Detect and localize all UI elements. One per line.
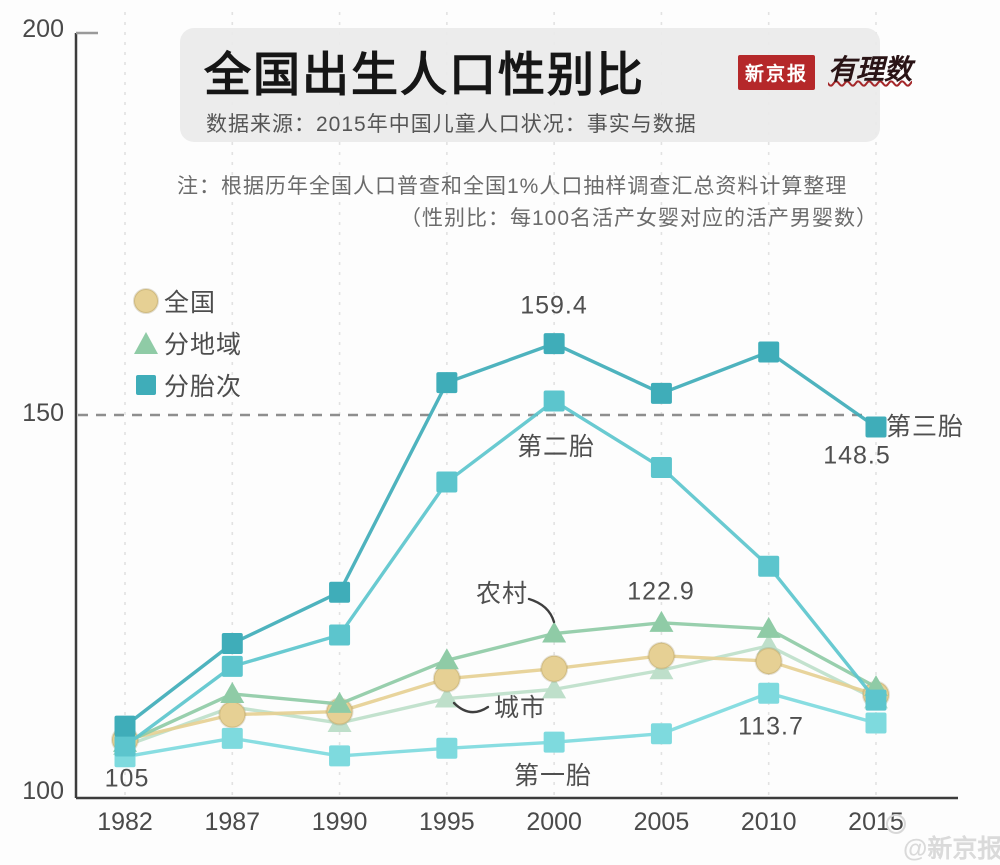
- youlishu-logo-script: 有理数: [828, 55, 913, 86]
- watermark-doodle-icon: [886, 814, 906, 834]
- x-axis-tick-1995: 1995: [419, 808, 475, 836]
- line-全国: [124, 654, 877, 742]
- point-第三胎-2010: [758, 341, 780, 363]
- point-第三胎-2000: [543, 333, 565, 355]
- point-第二胎-2010: [758, 555, 780, 577]
- y-axis-tick-200: 200: [22, 15, 64, 43]
- point-农村-2005: [649, 610, 674, 632]
- point-农村-1987: [220, 681, 245, 703]
- point-城市-2000: [542, 677, 567, 699]
- point-第二胎-1987: [221, 655, 243, 677]
- point-城市-2005: [649, 658, 674, 680]
- legend-label: 分胎次: [164, 373, 243, 401]
- annotation-148.5: 148.5: [823, 441, 891, 470]
- point-农村-2000: [542, 621, 567, 643]
- line-第三胎: [123, 341, 877, 728]
- annotation-122.9: 122.9: [627, 577, 695, 606]
- legend-label: 分地域: [164, 331, 243, 359]
- chart-legend: 全国 分地域 分胎次: [132, 287, 242, 413]
- line-农村: [124, 621, 877, 745]
- beijing-news-logo-badge: 新京报: [738, 55, 816, 90]
- point-全国-1987: [218, 700, 247, 729]
- annotation-第三胎: 第三胎: [885, 413, 965, 441]
- point-第一胎-1990: [329, 745, 351, 767]
- annotation-农村: 农村: [475, 580, 529, 608]
- point-全国-1995: [432, 664, 461, 693]
- header-card: 全国出生人口性别比 新京报 有理数 数据来源：2015年中国儿童人口状况：事实与…: [180, 28, 912, 142]
- annotation-第二胎: 第二胎: [516, 433, 596, 461]
- note-line-1: 注：根据历年全国人口普查和全国1%人口抽样调查汇总资料计算整理: [177, 175, 848, 198]
- x-axis-tick-2005: 2005: [633, 808, 690, 836]
- point-第一胎-2000: [543, 731, 565, 753]
- point-农村-2010: [756, 616, 781, 638]
- x-axis-tick-1987: 1987: [204, 808, 261, 836]
- legend-item-全国: 全国: [132, 287, 242, 317]
- point-全国-2005: [647, 641, 676, 670]
- point-第二胎-2005: [650, 457, 672, 479]
- legend-item-分地域: 分地域: [132, 329, 242, 359]
- point-第二胎-2015: [865, 689, 887, 711]
- point-全国-2010: [754, 647, 783, 676]
- point-第一胎-1987: [221, 727, 243, 749]
- data-source-line: 数据来源：2015年中国儿童人口状况：事实与数据: [206, 113, 697, 136]
- x-axis-tick-1982: 1982: [97, 808, 153, 836]
- point-第一胎-1995: [436, 737, 458, 759]
- x-axis-tick-2000: 2000: [526, 808, 582, 836]
- rural-callout-curve: [527, 597, 556, 624]
- annotation-159.4: 159.4: [520, 291, 588, 320]
- weibo-watermark: @新京报: [903, 835, 1000, 863]
- urban-callout-curve: [452, 701, 490, 714]
- line-第二胎: [123, 399, 878, 748]
- y-axis-tick-100: 100: [22, 777, 64, 805]
- point-第一胎-2005: [650, 723, 672, 745]
- point-城市-1995: [434, 686, 459, 708]
- point-第三胎-1982: [114, 715, 136, 737]
- x-axis-tick-2010: 2010: [740, 808, 797, 836]
- x-axis-tick-1990: 1990: [311, 808, 368, 836]
- point-第三胎-2005: [650, 382, 672, 404]
- point-农村-1990: [327, 691, 352, 713]
- point-全国-2000: [540, 654, 569, 683]
- point-第三胎-1987: [221, 632, 243, 654]
- annotation-第一胎: 第一胎: [513, 762, 593, 790]
- annotation-105: 105: [104, 764, 150, 793]
- line-第一胎: [124, 691, 877, 759]
- y-axis-tick-150: 150: [22, 399, 64, 427]
- annotation-城市: 城市: [493, 694, 547, 722]
- point-第三胎-1990: [329, 581, 351, 603]
- point-城市-2010: [756, 633, 781, 655]
- legend-item-分胎次: 分胎次: [132, 371, 242, 401]
- point-第一胎-2015: [865, 712, 887, 734]
- page-title: 全国出生人口性别比: [204, 48, 645, 101]
- point-第二胎-1995: [436, 471, 458, 493]
- point-第二胎-2000: [543, 390, 565, 412]
- point-第二胎-1990: [329, 624, 351, 646]
- annotation-113.7: 113.7: [738, 712, 804, 741]
- point-第二胎-1982: [114, 735, 136, 757]
- point-农村-1995: [434, 648, 459, 670]
- triangle-marker-icon: [134, 332, 158, 354]
- note-line-2: （性别比：每100名活产女婴对应的活产男婴数）: [400, 207, 879, 230]
- point-第一胎-2010: [758, 682, 780, 704]
- point-第三胎-2015: [865, 416, 887, 438]
- legend-label: 全国: [164, 289, 217, 317]
- square-marker-icon: [136, 375, 156, 395]
- circle-marker-icon: [133, 288, 159, 314]
- line-城市: [124, 644, 877, 748]
- point-第三胎-1995: [436, 372, 458, 394]
